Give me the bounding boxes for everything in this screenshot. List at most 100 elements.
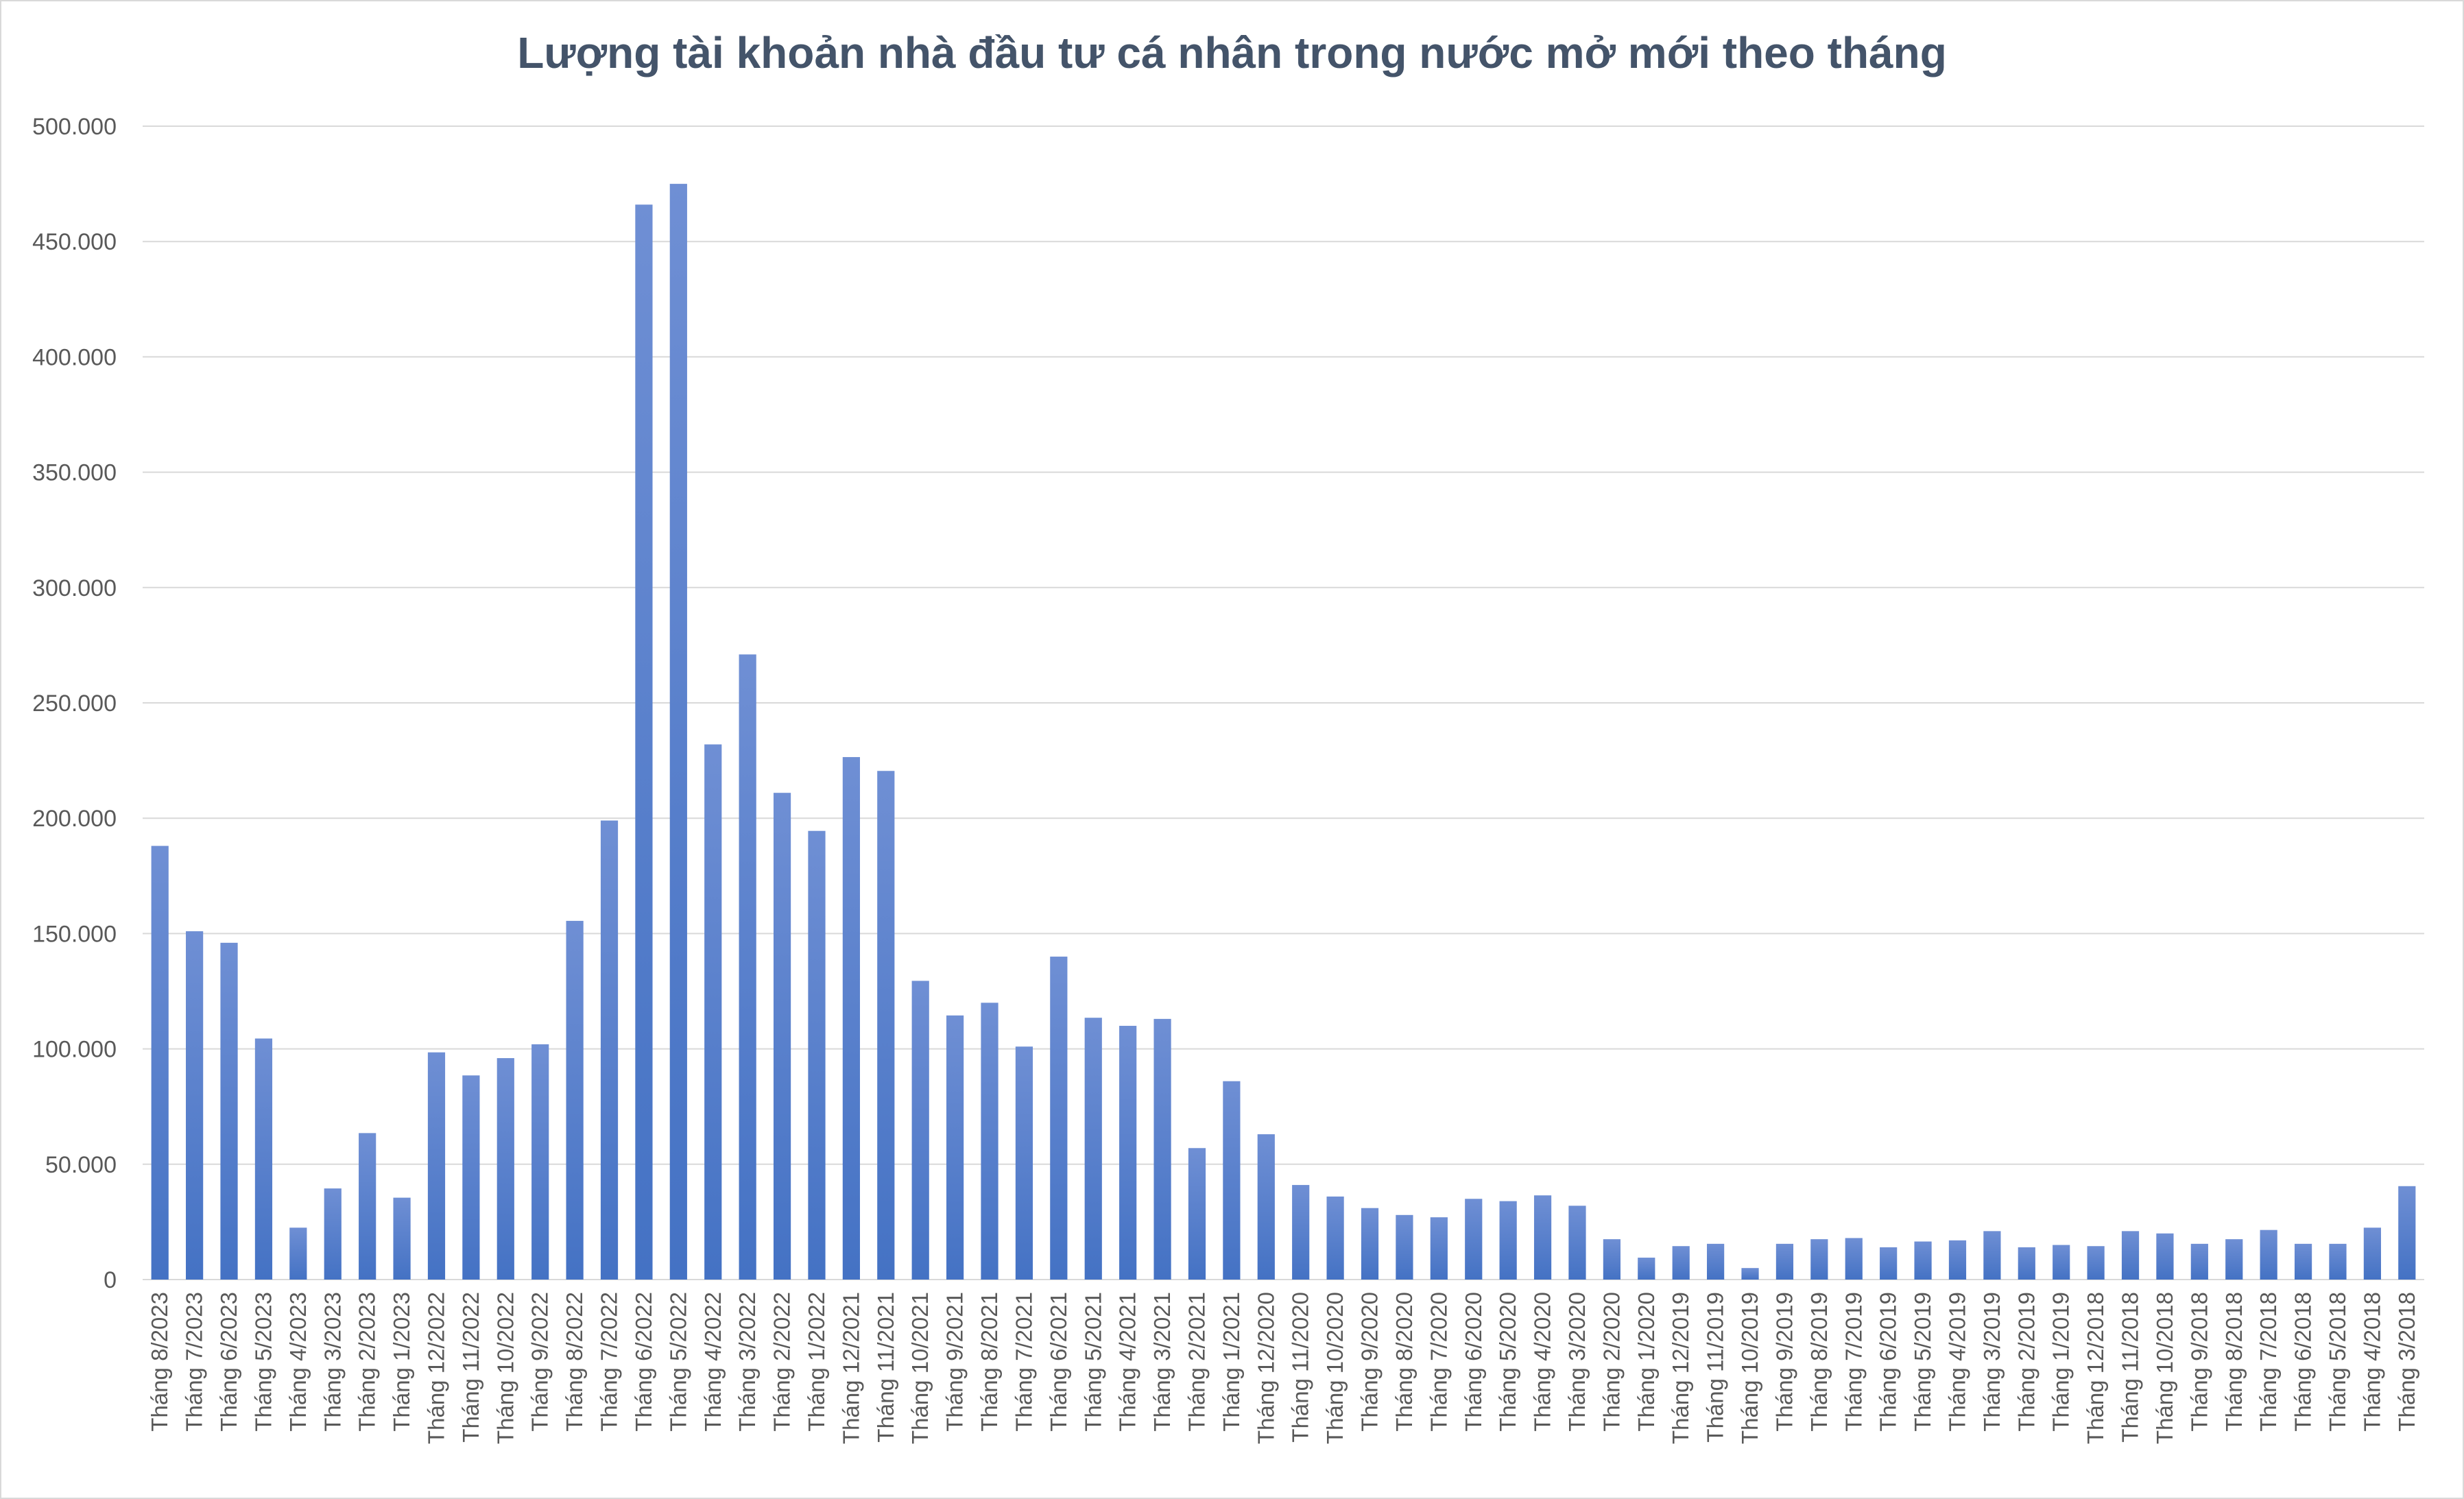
bar xyxy=(289,1227,307,1280)
bar xyxy=(1015,1046,1033,1280)
y-tick-label: 500.000 xyxy=(32,114,117,140)
bar xyxy=(1326,1196,1344,1280)
bar xyxy=(393,1197,411,1280)
bar xyxy=(1948,1240,1967,1280)
bar xyxy=(220,942,238,1280)
x-tick-label: Tháng 2/2021 xyxy=(1184,1292,1209,1432)
x-tick-label: Tháng 1/2019 xyxy=(2048,1292,2074,1432)
bar xyxy=(808,830,826,1280)
bar xyxy=(2260,1230,2277,1280)
y-tick-label: 0 xyxy=(104,1267,117,1293)
x-tick-label: Tháng 9/2022 xyxy=(527,1292,553,1432)
x-tick-label: Tháng 12/2019 xyxy=(1668,1292,1693,1444)
x-tick-label: Tháng 4/2018 xyxy=(2359,1292,2384,1432)
x-tick-label: Tháng 6/2022 xyxy=(631,1292,656,1432)
x-tick-label: Tháng 7/2020 xyxy=(1426,1292,1451,1432)
x-tick-label: Tháng 2/2020 xyxy=(1599,1292,1624,1432)
y-tick-label: 200.000 xyxy=(32,806,117,832)
bar xyxy=(186,931,204,1280)
bar xyxy=(1810,1239,1828,1280)
bar xyxy=(704,744,722,1280)
x-tick-label: Tháng 7/2023 xyxy=(182,1292,207,1432)
bar xyxy=(1465,1199,1483,1280)
x-tick-label: Tháng 2/2022 xyxy=(769,1292,795,1432)
x-tick-label: Tháng 8/2023 xyxy=(147,1292,172,1432)
x-tick-label: Tháng 12/2021 xyxy=(838,1292,863,1444)
bar xyxy=(566,920,584,1280)
bar xyxy=(1119,1025,1137,1280)
bar xyxy=(1188,1148,1206,1280)
y-tick-label: 50.000 xyxy=(45,1152,117,1178)
x-tick-label: Tháng 3/2022 xyxy=(734,1292,760,1432)
x-tick-label: Tháng 6/2019 xyxy=(1876,1292,1901,1432)
x-tick-label: Tháng 10/2020 xyxy=(1322,1292,1348,1444)
bar xyxy=(1396,1214,1413,1280)
x-tick-label: Tháng 5/2023 xyxy=(250,1292,276,1432)
x-tick-label: Tháng 2/2023 xyxy=(355,1292,380,1432)
x-tick-label: Tháng 11/2022 xyxy=(458,1292,483,1443)
x-tick-label: Tháng 10/2022 xyxy=(492,1292,518,1444)
bar xyxy=(497,1058,514,1280)
x-tick-label: Tháng 11/2020 xyxy=(1288,1292,1313,1443)
x-tick-label: Tháng 4/2019 xyxy=(1944,1292,1970,1432)
bar xyxy=(1672,1246,1690,1280)
bar xyxy=(2053,1245,2070,1280)
x-tick-label: Tháng 11/2019 xyxy=(1703,1292,1728,1443)
y-tick-label: 450.000 xyxy=(32,229,117,255)
x-tick-label: Tháng 8/2019 xyxy=(1806,1292,1832,1432)
x-tick-label: Tháng 4/2021 xyxy=(1115,1292,1140,1432)
bar xyxy=(1050,957,1068,1280)
bars xyxy=(151,184,2416,1280)
bar xyxy=(1430,1217,1448,1280)
x-tick-label: Tháng 10/2021 xyxy=(907,1292,933,1444)
x-tick-label: Tháng 7/2021 xyxy=(1011,1292,1036,1432)
x-tick-label: Tháng 3/2023 xyxy=(320,1292,345,1432)
x-tick-label: Tháng 11/2021 xyxy=(873,1292,898,1443)
x-tick-label: Tháng 5/2021 xyxy=(1080,1292,1105,1432)
bar xyxy=(1638,1258,1655,1280)
bar xyxy=(1707,1243,1725,1280)
x-tick-label: Tháng 1/2021 xyxy=(1219,1292,1244,1432)
bar xyxy=(842,757,860,1280)
bar xyxy=(531,1044,549,1280)
bar xyxy=(1880,1247,1898,1280)
x-tick-label: Tháng 8/2020 xyxy=(1391,1292,1417,1432)
bar xyxy=(1741,1268,1759,1280)
bar xyxy=(600,820,619,1280)
bar xyxy=(2121,1231,2140,1280)
x-tick-label: Tháng 1/2022 xyxy=(804,1292,829,1432)
x-tick-label: Tháng 9/2019 xyxy=(1771,1292,1797,1432)
x-tick-label: Tháng 1/2023 xyxy=(389,1292,414,1432)
x-tick-label: Tháng 5/2022 xyxy=(665,1292,691,1432)
x-tick-label: Tháng 6/2018 xyxy=(2290,1292,2316,1432)
x-tick-label: Tháng 3/2021 xyxy=(1149,1292,1175,1432)
x-tick-label: Tháng 11/2018 xyxy=(2118,1292,2143,1443)
bar xyxy=(946,1015,964,1280)
x-tick-label: Tháng 8/2021 xyxy=(977,1292,1002,1432)
bar xyxy=(2363,1227,2381,1280)
x-tick-label: Tháng 7/2018 xyxy=(2256,1292,2281,1432)
bar xyxy=(1568,1206,1586,1280)
bar xyxy=(2018,1247,2035,1280)
x-tick-label: Tháng 9/2020 xyxy=(1357,1292,1383,1432)
bar xyxy=(427,1052,446,1280)
x-tick-label: Tháng 4/2020 xyxy=(1530,1292,1555,1432)
bar xyxy=(1361,1208,1379,1280)
bar xyxy=(462,1075,480,1280)
bar xyxy=(2087,1246,2105,1280)
x-tick-label: Tháng 4/2023 xyxy=(285,1292,311,1432)
x-tick-label: Tháng 2/2019 xyxy=(2013,1292,2039,1432)
bar xyxy=(981,1003,998,1280)
bar xyxy=(669,184,687,1280)
bar xyxy=(1775,1243,1794,1280)
bar xyxy=(1499,1201,1517,1280)
bar xyxy=(2156,1233,2174,1280)
x-tick-label: Tháng 7/2019 xyxy=(1841,1292,1866,1432)
x-tick-label: Tháng 8/2022 xyxy=(562,1292,587,1432)
x-tick-label: Tháng 4/2022 xyxy=(700,1292,726,1432)
bar xyxy=(1292,1185,1310,1280)
bar xyxy=(1983,1231,2001,1280)
x-tick-label: Tháng 6/2021 xyxy=(1046,1292,1071,1432)
bar xyxy=(359,1133,376,1280)
